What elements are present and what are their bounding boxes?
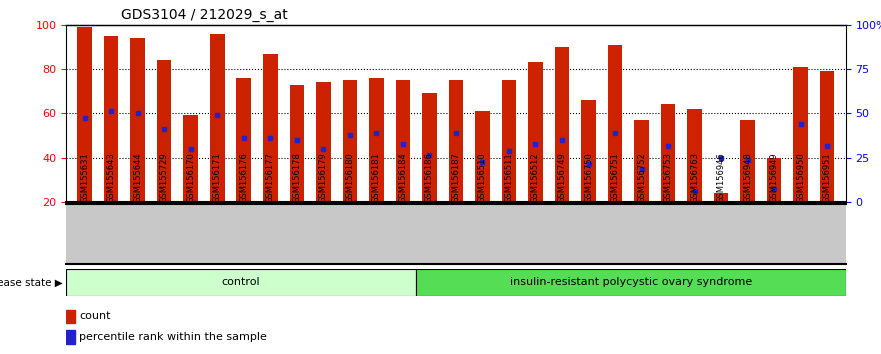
Bar (687, 109, 702, 202)
Bar (396, 80, 411, 202)
Bar (529, 62, 543, 202)
FancyBboxPatch shape (66, 269, 416, 296)
Bar (290, 85, 304, 202)
Bar (104, 36, 118, 202)
Bar (794, 67, 808, 202)
Bar (608, 45, 622, 202)
Bar (157, 60, 172, 202)
Bar (66, 309, 75, 323)
Text: count: count (79, 311, 111, 321)
Bar (66, 330, 75, 343)
Bar (555, 47, 569, 202)
Bar (236, 78, 251, 202)
Bar (820, 71, 834, 202)
Bar (581, 100, 596, 202)
Bar (448, 80, 463, 202)
Bar (316, 82, 330, 202)
Bar (343, 80, 357, 202)
Text: control: control (221, 277, 260, 287)
Bar (766, 158, 781, 202)
Bar (422, 93, 437, 202)
Bar (740, 120, 755, 202)
Bar (263, 53, 278, 202)
FancyBboxPatch shape (416, 269, 846, 296)
Text: insulin-resistant polycystic ovary syndrome: insulin-resistant polycystic ovary syndr… (509, 277, 751, 287)
Bar (634, 120, 648, 202)
Bar (501, 80, 516, 202)
Bar (183, 115, 198, 202)
Text: GDS3104 / 212029_s_at: GDS3104 / 212029_s_at (121, 8, 287, 22)
Text: disease state ▶: disease state ▶ (0, 277, 63, 287)
Bar (661, 104, 676, 202)
Bar (714, 193, 729, 202)
Text: percentile rank within the sample: percentile rank within the sample (79, 332, 267, 342)
Bar (130, 38, 145, 202)
Bar (475, 111, 490, 202)
Bar (78, 27, 92, 202)
Bar (369, 78, 383, 202)
Bar (210, 34, 225, 202)
